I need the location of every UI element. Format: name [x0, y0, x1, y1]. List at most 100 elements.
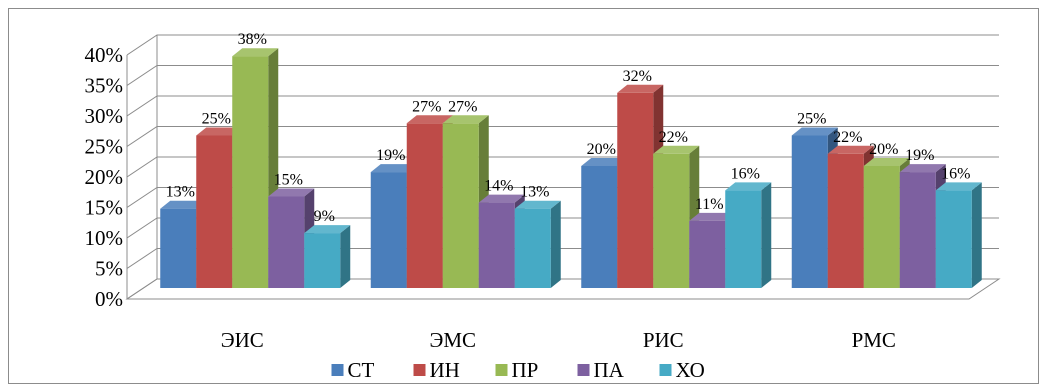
legend-label: СТ	[348, 358, 375, 382]
category-label: РИС	[643, 328, 684, 352]
data-label: 38%	[238, 31, 267, 48]
bar	[689, 220, 726, 288]
bar-top	[791, 127, 838, 136]
bar	[581, 166, 618, 288]
legend-swatch	[331, 364, 344, 376]
bar-top	[689, 212, 736, 221]
legend-swatch	[577, 364, 590, 376]
chart-frame: 0% 5% 10% 15% 20% 25% 30% 35% 40% 13% 25% 38% 15% 9%…	[8, 8, 1039, 384]
bar	[196, 135, 233, 288]
bar	[653, 153, 690, 288]
legend-swatch	[495, 364, 508, 376]
legend-label: ПА	[594, 358, 625, 382]
gridline	[126, 95, 999, 117]
gridlines	[126, 34, 999, 300]
bar-top	[514, 200, 561, 209]
bar	[478, 202, 515, 288]
data-label: 20%	[869, 141, 898, 158]
bar-top	[863, 158, 910, 166]
bar	[863, 166, 900, 288]
data-label: 19%	[376, 147, 405, 164]
legend-label: ХО	[676, 358, 705, 382]
gridline	[126, 65, 999, 86]
bar-top	[442, 115, 489, 124]
y-tick-label: 15%	[85, 196, 124, 220]
legend: СТ ИН ПР ПА ХО	[331, 358, 705, 382]
gridline	[126, 126, 999, 147]
y-tick-label: 0%	[95, 287, 123, 311]
bar-side	[340, 225, 351, 288]
bar	[827, 153, 864, 288]
category-label: РМС	[852, 328, 896, 352]
bar-top	[370, 164, 417, 173]
data-label: 9%	[314, 208, 335, 225]
bar-top	[935, 182, 982, 191]
bar	[370, 172, 407, 288]
bar	[791, 135, 828, 288]
y-tick-label: 30%	[85, 104, 124, 128]
y-tick-label: 35%	[85, 74, 124, 98]
legend-swatch	[659, 364, 672, 376]
data-label: 16%	[941, 165, 970, 182]
bar	[514, 208, 551, 288]
bar-top	[268, 188, 315, 197]
category-labels: ЭИС ЭМС РИС РМС	[221, 328, 896, 352]
data-label: 32%	[623, 68, 652, 85]
data-label: 25%	[797, 111, 826, 128]
data-label: 22%	[833, 129, 862, 146]
data-label: 19%	[905, 147, 934, 164]
bar	[617, 92, 654, 288]
category-label: ЭМС	[429, 328, 476, 352]
bar-top	[617, 84, 664, 93]
bar	[935, 190, 972, 288]
data-label: 20%	[587, 141, 616, 158]
data-label: 16%	[731, 165, 760, 182]
bar-top	[899, 164, 946, 173]
bar	[232, 56, 269, 289]
legend-label: ИН	[430, 358, 460, 382]
bar-top	[725, 182, 772, 191]
data-label: 15%	[274, 172, 303, 189]
bar	[160, 208, 197, 288]
data-label: 13%	[166, 184, 195, 201]
bar-top	[160, 200, 207, 209]
bar	[268, 196, 305, 288]
bar-top	[304, 225, 351, 234]
data-label: 13%	[520, 184, 549, 201]
gridline	[126, 156, 999, 178]
bar-top	[581, 158, 628, 166]
bar-top	[196, 127, 243, 136]
y-axis-ticks: 0% 5% 10% 15% 20% 25% 30% 35% 40%	[85, 43, 124, 311]
legend-swatch	[413, 364, 426, 376]
bar-top	[406, 115, 453, 124]
bar-side	[761, 182, 772, 288]
data-label: 14%	[484, 178, 513, 195]
bar	[899, 172, 936, 288]
data-label: 27%	[412, 98, 441, 115]
y-tick-label: 40%	[85, 43, 124, 67]
bar-side	[971, 182, 982, 288]
y-tick-label: 10%	[85, 226, 124, 250]
y-tick-label: 5%	[95, 257, 123, 281]
bar	[304, 233, 341, 288]
y-tick-label: 25%	[85, 135, 124, 159]
bar-chart: 0% 5% 10% 15% 20% 25% 30% 35% 40% 13% 25% 38% 15% 9%…	[85, 31, 1001, 382]
category-label: ЭИС	[221, 328, 264, 352]
data-label: 25%	[202, 111, 231, 128]
gridline	[126, 187, 999, 208]
y-tick-label: 20%	[85, 165, 124, 189]
bars	[160, 48, 982, 289]
data-label: 22%	[659, 129, 688, 146]
bar-top	[232, 48, 279, 57]
data-label: 27%	[448, 98, 477, 115]
bar	[442, 123, 479, 288]
bar-top	[827, 145, 874, 154]
legend-label: ПР	[512, 358, 539, 382]
bar-top	[653, 145, 700, 154]
bar	[406, 123, 443, 288]
bar	[725, 190, 762, 288]
gridline	[126, 34, 999, 56]
data-labels: 13% 25% 38% 15% 9% 19% 27% 27% 14% 13% 20% 32% 22% 11…	[166, 31, 971, 225]
data-label: 11%	[695, 196, 724, 213]
bar-side	[550, 200, 561, 288]
